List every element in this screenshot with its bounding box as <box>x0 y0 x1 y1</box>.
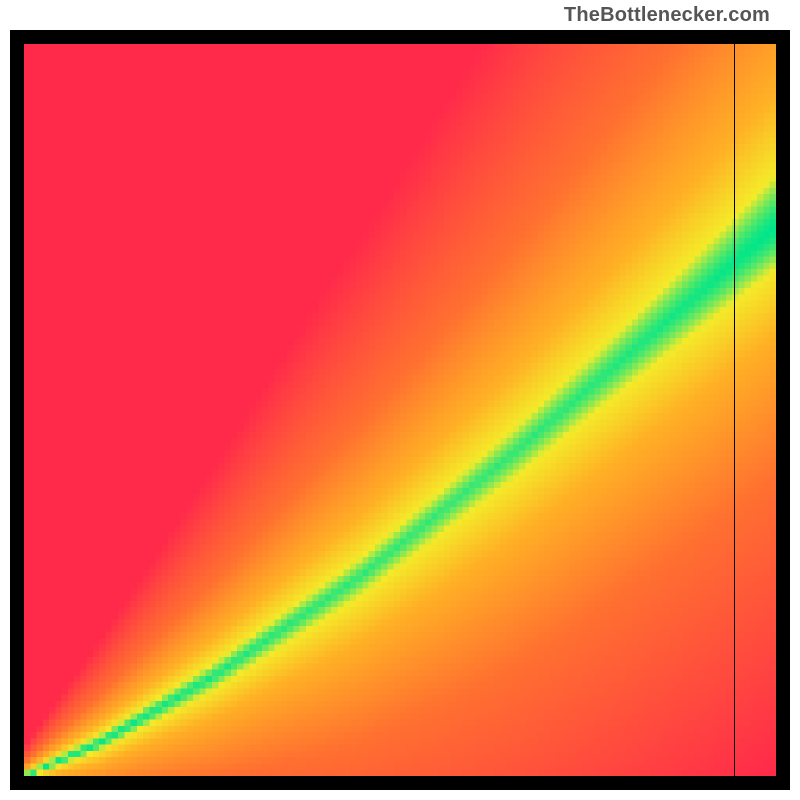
vertical-indicator-line <box>734 44 736 776</box>
watermark-text: TheBottlenecker.com <box>564 4 770 27</box>
heatmap-plot <box>24 44 776 776</box>
chart-frame <box>10 30 790 790</box>
top-marker-dot <box>730 33 740 43</box>
heatmap-canvas <box>24 44 776 776</box>
